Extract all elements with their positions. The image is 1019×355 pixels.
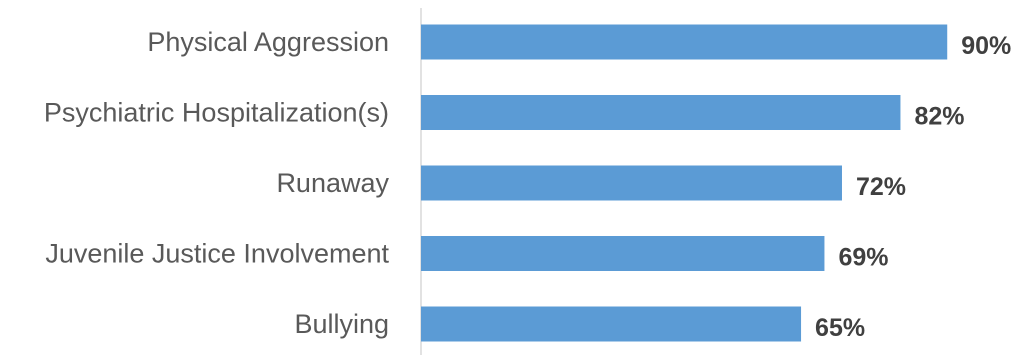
- value-label-1: 82%: [914, 103, 964, 131]
- bar-1: [421, 95, 901, 130]
- category-label-0: Physical Aggression: [147, 27, 389, 57]
- bar-2: [421, 165, 842, 201]
- bar-3: [421, 236, 825, 271]
- category-label-4: Bullying: [294, 309, 389, 339]
- value-label-0: 90%: [961, 32, 1011, 60]
- value-labels: 90% 82% 72% 69% 65%: [815, 32, 1011, 342]
- bars-group: [421, 24, 948, 342]
- value-label-4: 65%: [815, 314, 865, 342]
- category-labels: Physical Aggression Psychiatric Hospitali…: [44, 27, 390, 339]
- value-label-2: 72%: [856, 173, 906, 201]
- bar-4: [421, 306, 802, 342]
- bar-0: [421, 24, 948, 60]
- category-label-1: Psychiatric Hospitalization(s): [44, 98, 389, 128]
- value-label-3: 69%: [838, 244, 888, 272]
- category-label-3: Juvenile Justice Involvement: [45, 239, 389, 269]
- category-label-2: Runaway: [276, 168, 389, 198]
